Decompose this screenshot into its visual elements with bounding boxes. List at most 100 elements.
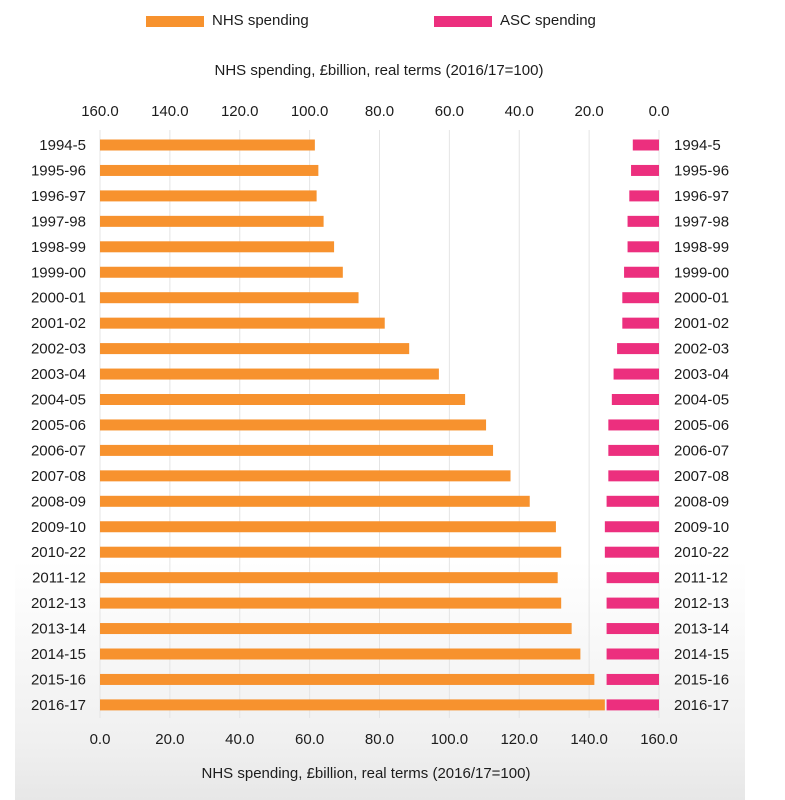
nhs-bar [100,470,511,482]
asc-bar [627,241,659,253]
category-label-right: 1998-99 [674,239,729,256]
top-tick-label: 140.0 [151,103,189,120]
nhs-bar [100,292,359,304]
nhs-bar [100,215,324,227]
top-tick-label: 80.0 [365,103,394,120]
asc-bar [606,648,659,660]
nhs-bar [100,495,530,507]
category-label-left: 1995-96 [31,162,86,179]
nhs-bar [100,394,466,405]
nhs-bar [100,190,317,202]
asc-bar [606,673,659,685]
asc-bar [629,190,659,202]
category-label-left: 2007-08 [31,468,86,485]
bottom-tick-label: 80.0 [365,731,394,748]
category-label-left: 1996-97 [31,188,86,205]
nhs-bar [100,546,562,558]
nhs-bar [100,521,556,533]
category-label-right: 1997-98 [674,213,729,230]
legend-asc-label: ASC spending [500,12,596,29]
top-tick-label: 160.0 [81,103,119,120]
category-label-right: 2013-14 [674,621,729,638]
top-axis-title: NHS spending, £billion, real terms (2016… [214,62,544,79]
category-label-left: 2012-13 [31,595,86,612]
bottom-tick-label: 0.0 [90,731,111,748]
category-label-left: 2006-07 [31,442,86,459]
category-label-right: 2009-10 [674,519,729,536]
category-label-right: 2006-07 [674,442,729,459]
asc-bar [606,623,659,635]
nhs-bar [100,444,494,456]
category-label-right: 1996-97 [674,188,729,205]
asc-bar [632,139,659,151]
asc-bar [627,215,659,227]
asc-bar [631,164,659,176]
bottom-tick-label: 160.0 [640,731,678,748]
category-label-left: 2008-09 [31,493,86,510]
top-tick-label: 0.0 [649,103,670,120]
category-label-left: 1998-99 [31,239,86,256]
category-label-right: 2007-08 [674,468,729,485]
bottom-tick-label: 20.0 [155,731,184,748]
asc-bar [613,368,659,380]
asc-bar [624,266,659,278]
category-label-right: 2014-15 [674,646,729,663]
bottom-tick-label: 100.0 [431,731,469,748]
asc-bar [608,444,659,456]
category-label-right: 2000-01 [674,290,729,307]
category-label-left: 1997-98 [31,213,86,230]
category-label-left: 2016-17 [31,697,86,714]
category-label-left: 2005-06 [31,417,86,434]
category-label-right: 2001-02 [674,315,729,332]
category-label-right: 1995-96 [674,162,729,179]
category-label-right: 2008-09 [674,493,729,510]
asc-bar [606,495,659,507]
asc-bar [604,546,659,558]
nhs-bar [100,419,487,431]
category-label-right: 1999-00 [674,264,729,281]
top-tick-label: 100.0 [291,103,329,120]
nhs-bar [100,673,595,685]
category-label-left: 2001-02 [31,315,86,332]
asc-bar [608,470,659,482]
nhs-bar [100,597,562,609]
nhs-bar [100,164,319,176]
asc-bar [622,317,659,329]
nhs-bar [100,343,410,355]
asc-bar [608,419,659,431]
asc-bar [622,292,659,304]
asc-bar [604,521,659,533]
category-label-right: 2004-05 [674,392,729,409]
top-tick-label: 40.0 [505,103,534,120]
top-tick-label: 60.0 [435,103,464,120]
nhs-bar [100,139,315,151]
category-label-right: 2011-12 [674,570,728,587]
nhs-bar [100,572,558,584]
nhs-bar [100,317,385,329]
category-label-left: 2015-16 [31,671,86,688]
nhs-bar [100,241,335,253]
asc-bar [606,572,659,584]
category-label-left: 2004-05 [31,392,86,409]
category-label-left: 1994-5 [39,137,86,154]
category-label-left: 2010-22 [31,544,86,561]
category-label-left: 2013-14 [31,621,86,638]
asc-bar [606,699,659,711]
category-label-left: 2003-04 [31,366,86,383]
bottom-tick-label: 40.0 [225,731,254,748]
asc-bar [617,343,659,355]
category-label-left: 2000-01 [31,290,86,307]
nhs-bar [100,699,605,711]
category-label-right: 2002-03 [674,341,729,358]
legend-asc-swatch [434,16,492,27]
bottom-tick-label: 140.0 [570,731,608,748]
category-label-right: 1994-5 [674,137,721,154]
top-tick-label: 20.0 [575,103,604,120]
category-label-left: 1999-00 [31,264,86,281]
asc-bar [606,597,659,609]
category-label-right: 2003-04 [674,366,729,383]
category-label-left: 2002-03 [31,341,86,358]
category-label-left: 2011-12 [32,570,86,587]
bottom-axis-title: NHS spending, £billion, real terms (2016… [201,765,531,782]
